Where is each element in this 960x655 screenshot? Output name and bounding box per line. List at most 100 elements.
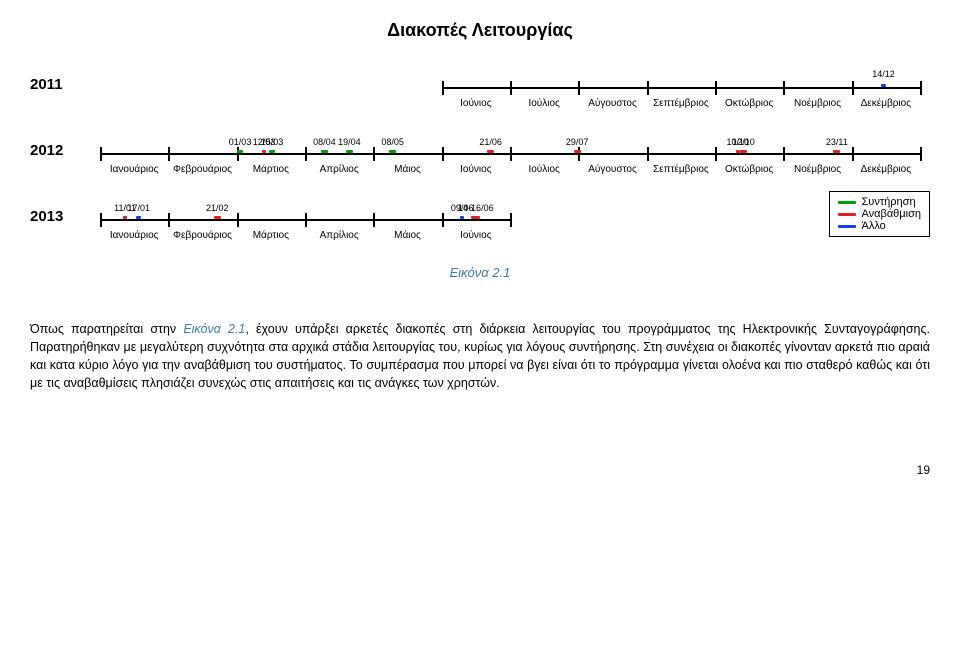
chart-title: Διακοπές Λειτουργίας	[30, 20, 930, 41]
month-label: Μάιος	[394, 164, 421, 175]
year-label: 2011	[30, 76, 100, 105]
month-tick	[783, 147, 785, 161]
month-label: Ιανουάριος	[110, 164, 159, 175]
legend-swatch	[838, 201, 856, 204]
month-tick	[510, 81, 512, 95]
outage-event: 08/05	[389, 150, 396, 153]
month-label: Απρίλιος	[320, 230, 359, 241]
outage-event: 23/11	[833, 150, 840, 153]
month-label: Δεκέμβριος	[861, 164, 911, 175]
month-tick	[578, 81, 580, 95]
timeline: ΙανουάριοςΦεβρουάριοςΜάρτιοςΑπρίλιοςΜάιο…	[100, 127, 930, 171]
month-tick	[373, 213, 375, 227]
legend-label: Αναβάθμιση	[862, 208, 922, 220]
outage-event: 29/07	[574, 150, 581, 153]
month-label: Σεπτέμβριος	[653, 98, 709, 109]
month-tick	[100, 147, 102, 161]
month-label: Ιούνιος	[460, 98, 491, 109]
month-label: Ιούλιος	[528, 98, 559, 109]
event-bar	[833, 150, 840, 153]
month-label: Μάρτιος	[253, 230, 289, 241]
outage-event: 17/01	[136, 216, 141, 219]
month-tick	[100, 213, 102, 227]
year-label: 2012	[30, 142, 100, 171]
event-bar	[346, 150, 353, 153]
month-tick	[237, 213, 239, 227]
month-tick	[442, 147, 444, 161]
event-date-label: 19/04	[338, 137, 361, 147]
outage-event: 09/06	[460, 216, 465, 219]
event-bar	[262, 150, 267, 153]
event-bar	[389, 150, 396, 153]
event-bar	[214, 216, 221, 219]
month-tick	[783, 81, 785, 95]
month-tick	[510, 147, 512, 161]
legend: ΣυντήρησηΑναβάθμισηΆλλο	[829, 191, 931, 237]
outage-event: 08/04	[321, 150, 328, 153]
event-bar	[740, 150, 747, 153]
legend-swatch	[838, 213, 856, 216]
event-date-label: 23/11	[826, 137, 848, 147]
month-tick	[715, 147, 717, 161]
year-row: 2011ΙούνιοςΙούλιοςΑύγουστοςΣεπτέμβριοςΟκ…	[30, 61, 930, 105]
month-label: Ιούλιος	[528, 164, 559, 175]
month-tick	[920, 147, 922, 161]
event-bar	[136, 216, 141, 219]
body-fig-ref: Εικόνα 2.1	[183, 322, 245, 336]
month-tick	[852, 81, 854, 95]
event-bar	[487, 150, 494, 153]
month-tick	[442, 213, 444, 227]
event-bar	[123, 216, 128, 219]
month-label: Αύγουστος	[588, 164, 637, 175]
month-tick	[168, 213, 170, 227]
month-tick	[852, 147, 854, 161]
event-date-label: 14-16/06	[458, 203, 494, 213]
event-date-label: 01/03	[229, 137, 252, 147]
event-bar	[574, 150, 581, 153]
month-label: Απρίλιος	[320, 164, 359, 175]
event-bar	[881, 84, 886, 87]
body-pre: Όπως παρατηρείται στην	[30, 322, 183, 336]
month-tick	[920, 81, 922, 95]
event-date-label: 15/03	[261, 137, 284, 147]
month-label: Μάιος	[394, 230, 421, 241]
month-tick	[647, 147, 649, 161]
month-tick	[373, 147, 375, 161]
month-label: Ιανουάριος	[110, 230, 159, 241]
month-tick	[647, 81, 649, 95]
month-label: Νοέμβριος	[794, 164, 841, 175]
outage-event: 11/01	[123, 216, 128, 219]
month-tick	[442, 81, 444, 95]
year-row: 2012ΙανουάριοςΦεβρουάριοςΜάρτιοςΑπρίλιος…	[30, 127, 930, 171]
outage-event: 12/03	[262, 150, 267, 153]
legend-row: Συντήρηση	[838, 196, 922, 208]
legend-label: Συντήρηση	[862, 196, 916, 208]
month-label: Νοέμβριος	[794, 98, 841, 109]
legend-row: Αναβάθμιση	[838, 208, 922, 220]
month-label: Φεβρουάριος	[173, 230, 232, 241]
month-label: Οκτώβριος	[725, 98, 773, 109]
timelines-container: 2011 Ιούνιος Ιούλιος Αύγουστος Σεπτέμβριος Οκ…	[30, 61, 930, 237]
outage-event: 21/02	[214, 216, 221, 219]
body-paragraph: Όπως παρατηρείται στην Εικόνα 2.1, έχουν…	[30, 320, 930, 393]
event-bar	[460, 216, 465, 219]
event-date-label: 21/06	[479, 137, 502, 147]
month-label: Αύγουστος	[588, 98, 637, 109]
event-date-label: 08/05	[381, 137, 404, 147]
month-tick	[510, 213, 512, 227]
event-date-label: 08/04	[313, 137, 336, 147]
outage-event: 19/04	[346, 150, 353, 153]
month-label: Ιούνιος	[460, 230, 491, 241]
outage-event: 01/03	[237, 150, 244, 153]
month-label: Σεπτέμβριος	[653, 164, 709, 175]
axis-line	[442, 87, 920, 89]
outage-event: 15/03	[269, 150, 276, 153]
event-bar	[237, 150, 244, 153]
event-bar	[321, 150, 328, 153]
legend-label: Άλλο	[862, 220, 886, 232]
year-label: 2013	[30, 208, 100, 237]
month-label: Ιούνιος	[460, 164, 491, 175]
page-number: 19	[30, 463, 930, 477]
legend-row: Άλλο	[838, 220, 922, 232]
month-tick	[305, 147, 307, 161]
